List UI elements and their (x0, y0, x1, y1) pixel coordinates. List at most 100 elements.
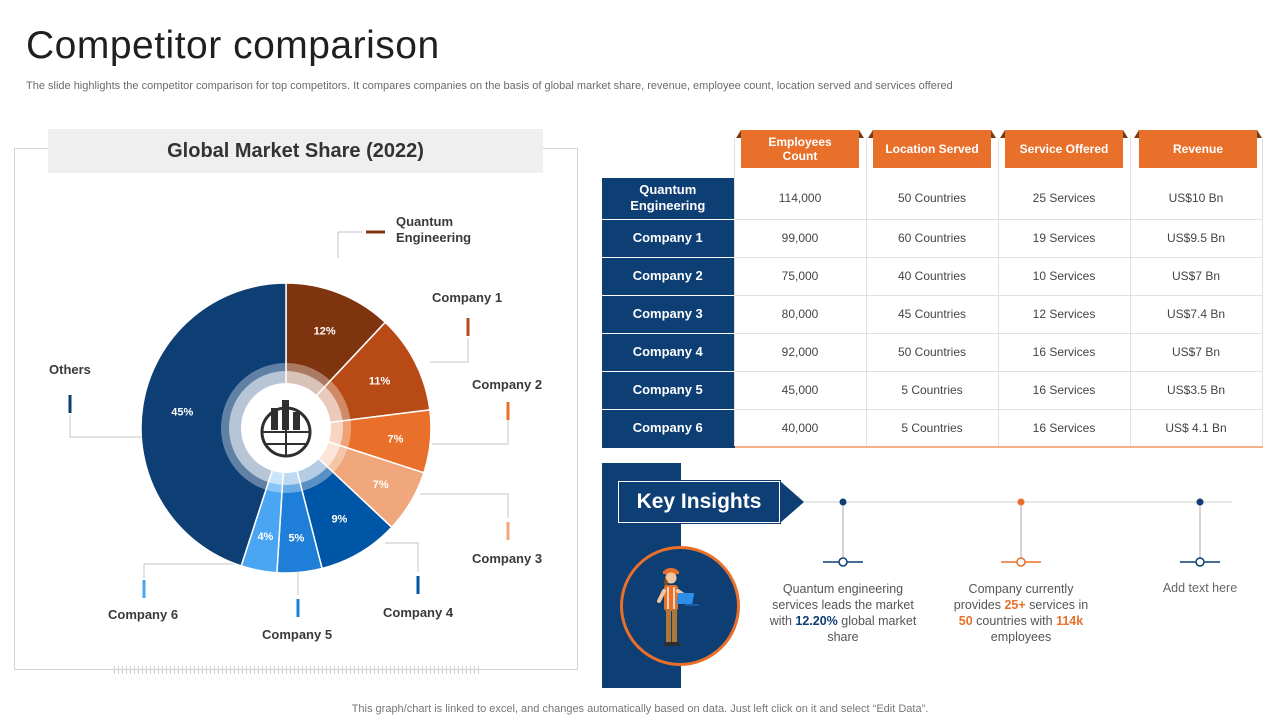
slice-category-label-line: Quantum (396, 214, 453, 229)
slice-value-label: 11% (369, 375, 391, 387)
building-bar (282, 400, 289, 430)
table-cell: US$7 Bn (1130, 257, 1263, 296)
slice-category-label-line: Company 1 (432, 290, 502, 305)
insight-text-2: Company currently provides 25+ services … (953, 582, 1089, 644)
table-row: Company 6 40,000 5 Countries 16 Services… (602, 409, 1263, 448)
slice-value-label: 5% (288, 533, 304, 545)
table-cell: 40,000 (734, 409, 867, 448)
dotted-divider (114, 666, 480, 674)
slice-value-label: 45% (171, 407, 193, 419)
table-cell: US$3.5 Bn (1130, 371, 1263, 410)
table-cell: 16 Services (998, 333, 1131, 372)
slice-category-label-line: Company 4 (383, 605, 454, 620)
building-bar (271, 408, 278, 430)
slice-value-label: 4% (257, 531, 273, 543)
page-subtitle: The slide highlights the competitor comp… (26, 80, 953, 92)
row-header: Company 5 (602, 371, 735, 410)
page-title: Competitor comparison (26, 24, 440, 67)
header-divider (1130, 138, 1131, 178)
table-cell: 45 Countries (866, 295, 999, 334)
callout-line (69, 415, 142, 438)
table-cell: 16 Services (998, 409, 1131, 448)
table-row: Company 1 99,000 60 Countries 19 Service… (602, 219, 1263, 258)
slice-category-label: Company 5 (262, 627, 332, 642)
table-cell: US$7.4 Bn (1130, 295, 1263, 334)
table-cell: US$10 Bn (1130, 178, 1263, 220)
table-cell: 50 Countries (866, 178, 999, 220)
slice-category-label: Others (49, 362, 91, 377)
building-bar (293, 412, 300, 430)
table-row: Quantum Engineering 114,000 50 Countries… (602, 178, 1263, 220)
slice-category-label: Company 4 (383, 605, 454, 620)
row-header: Company 6 (602, 409, 735, 448)
table-cell: 12 Services (998, 295, 1131, 334)
table-cell: 50 Countries (866, 333, 999, 372)
table-cell: US$9.5 Bn (1130, 219, 1263, 258)
slice-category-label-line: Company 6 (108, 607, 178, 622)
market-share-pie[interactable]: 12% Quantum Engineering 11% Company 1 7% Compa… (0, 0, 600, 700)
header-divider (734, 138, 735, 178)
slice-category-label-line: Others (49, 362, 91, 377)
slice-category-label: Company 2 (472, 377, 542, 392)
col-header-location: Location Served (868, 130, 996, 170)
table-cell: 45,000 (734, 371, 867, 410)
slice-value-label: 9% (331, 513, 347, 525)
table-row: Company 3 80,000 45 Countries 12 Service… (602, 295, 1263, 334)
table-cell: 114,000 (734, 178, 867, 220)
header-divider (998, 138, 999, 178)
key-insights-arrow-icon (780, 481, 804, 523)
table-cell: US$7 Bn (1130, 333, 1263, 372)
insight-text-3[interactable]: Add text here (1162, 581, 1238, 595)
table-cell: 19 Services (998, 219, 1131, 258)
slice-category-label-line: Engineering (396, 230, 471, 245)
table-cell: 99,000 (734, 219, 867, 258)
chart-title: Global Market Share (2022) (48, 129, 543, 173)
slice-category-label: Company 3 (472, 551, 542, 566)
pie-slice[interactable] (140, 282, 287, 567)
table-cell: 60 Countries (866, 219, 999, 258)
table-cell: 25 Services (998, 178, 1131, 220)
row-header: Quantum Engineering (602, 178, 735, 220)
callout-line (430, 338, 469, 363)
callout-line (337, 231, 362, 258)
header-divider (866, 138, 867, 178)
worker-with-laptop-icon (620, 546, 740, 666)
table-cell: 92,000 (734, 333, 867, 372)
row-header: Company 2 (602, 257, 735, 296)
insight-text-1: Quantum engineering services leads the m… (769, 582, 917, 644)
row-header: Company 1 (602, 219, 735, 258)
row-header: Company 4 (602, 333, 735, 372)
table-cell: 40 Countries (866, 257, 999, 296)
slice-category-label-line: Company 2 (472, 377, 542, 392)
table-cell: 16 Services (998, 371, 1131, 410)
table-cell: 75,000 (734, 257, 867, 296)
footer-note: This graph/chart is linked to excel, and… (351, 703, 929, 715)
table-cell: 5 Countries (866, 371, 999, 410)
table-cell: 5 Countries (866, 409, 999, 448)
slice-value-label: 12% (314, 325, 336, 337)
callout-line (420, 493, 509, 518)
col-header-services: Service Offered (1000, 130, 1128, 170)
callout-line (432, 420, 509, 445)
callout-line (143, 563, 242, 578)
key-insights-title: Key Insights (617, 480, 781, 524)
table-cell: US$ 4.1 Bn (1130, 409, 1263, 448)
table-cell: 80,000 (734, 295, 867, 334)
slice-category-label-line: Company 5 (262, 627, 332, 642)
col-header-revenue: Revenue (1134, 130, 1262, 170)
slice-category-label: Company 6 (108, 607, 178, 622)
comparison-table: Quantum Engineering 114,000 50 Countries… (602, 178, 1263, 448)
table-cell: 10 Services (998, 257, 1131, 296)
header-divider (1262, 138, 1263, 178)
slice-value-label: 7% (373, 479, 389, 491)
slice-category-label: Company 1 (432, 290, 502, 305)
table-row: Company 2 75,000 40 Countries 10 Service… (602, 257, 1263, 296)
table-row: Company 4 92,000 50 Countries 16 Service… (602, 333, 1263, 372)
row-header: Company 3 (602, 295, 735, 334)
callout-line (385, 542, 419, 572)
table-row: Company 5 45,000 5 Countries 16 Services… (602, 371, 1263, 410)
slice-category-label-line: Company 3 (472, 551, 542, 566)
col-header-employees: Employees Count (736, 130, 864, 170)
slice-value-label: 7% (388, 433, 404, 445)
slice-category-label: Quantum Engineering (396, 214, 471, 245)
